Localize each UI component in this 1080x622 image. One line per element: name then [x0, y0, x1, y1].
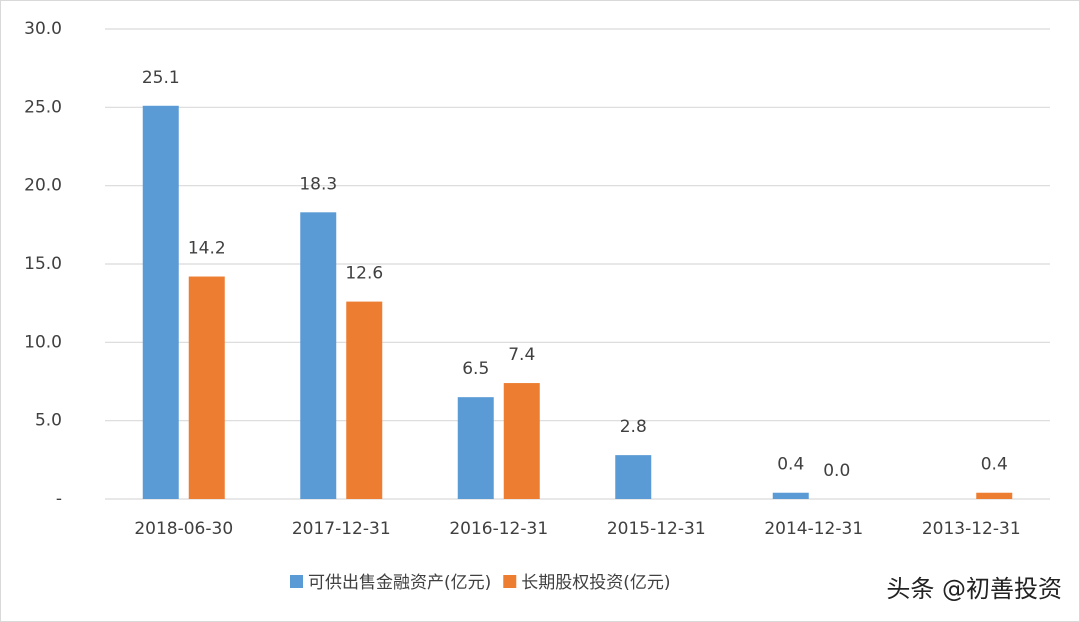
data-label: 25.1 [142, 68, 180, 88]
y-tick-label: 5.0 [35, 411, 62, 431]
bar [503, 383, 540, 499]
y-tick-label: - [56, 489, 62, 509]
data-label: 0.4 [777, 455, 804, 475]
y-tick-label: 30.0 [24, 19, 62, 39]
watermark: 头条 @初善投资 [886, 575, 1062, 603]
data-label: 2.8 [620, 417, 647, 437]
x-tick-label: 2014-12-31 [764, 519, 863, 539]
data-label: 14.2 [188, 239, 226, 259]
bar [615, 455, 652, 499]
x-tick-label: 2015-12-31 [607, 519, 706, 539]
bar [300, 212, 337, 500]
bar [142, 105, 179, 500]
y-tick-label: 20.0 [24, 176, 62, 196]
y-tick-label: 10.0 [24, 332, 62, 352]
data-label: 7.4 [508, 345, 535, 365]
data-label: 0.4 [981, 455, 1008, 475]
bar [188, 276, 225, 499]
x-tick-label: 2013-12-31 [922, 519, 1021, 539]
legend-swatch [503, 575, 517, 588]
x-tick-label: 2016-12-31 [449, 519, 548, 539]
x-tick-label: 2017-12-31 [292, 519, 391, 539]
data-label: 18.3 [299, 174, 337, 194]
legend-label: 长期股权投资(亿元) [521, 573, 670, 593]
bar [346, 301, 383, 499]
legend-swatch [290, 575, 303, 588]
bar [457, 397, 494, 499]
legend-label: 可供出售金融资产(亿元) [308, 573, 491, 593]
data-label: 0.0 [823, 461, 850, 481]
y-tick-label: 25.0 [24, 97, 62, 117]
y-tick-label: 15.0 [24, 254, 62, 274]
bar [976, 492, 1013, 499]
data-label: 6.5 [462, 359, 489, 379]
data-label: 12.6 [345, 264, 383, 284]
bar [772, 492, 809, 499]
x-tick-label: 2018-06-30 [134, 519, 233, 539]
